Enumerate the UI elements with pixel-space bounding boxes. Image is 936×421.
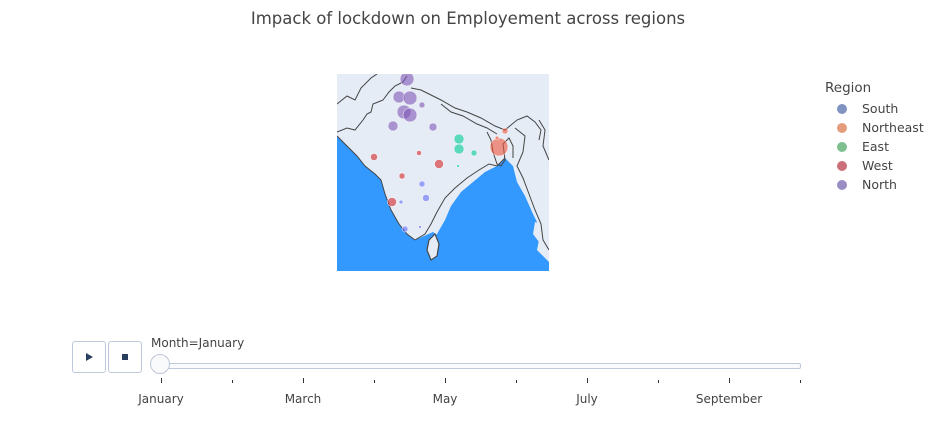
legend-item-northeast[interactable]: Northeast [837, 118, 924, 137]
play-button[interactable] [72, 341, 106, 373]
bubble-northeast[interactable] [494, 135, 500, 141]
legend-marker-north [837, 179, 847, 190]
bubble-east[interactable] [456, 164, 460, 168]
slider-current-value: Month=January [151, 336, 244, 350]
bubble-south[interactable] [401, 225, 409, 233]
slider-rail[interactable] [151, 363, 801, 369]
legend-label-south: South [862, 101, 899, 116]
bubble-south[interactable] [418, 225, 422, 229]
border-pakistan [337, 74, 378, 105]
slider-tick-label[interactable]: March [284, 392, 322, 406]
legend-marker-east [837, 141, 847, 152]
bubble-east[interactable] [470, 149, 478, 157]
slider-major-tick [303, 378, 304, 383]
legend-marker-west [837, 160, 847, 171]
slider-minor-tick [658, 380, 659, 383]
bubble-west[interactable] [434, 159, 444, 169]
legend-title: Region [825, 80, 872, 96]
legend-label-north: North [862, 177, 897, 192]
slider-tick-label[interactable]: July [576, 392, 598, 406]
legend-marker-south [837, 103, 847, 114]
legend-item-west[interactable]: West [837, 156, 924, 175]
chart-title: Impack of lockdown on Employement across… [250, 9, 686, 28]
bubble-layer[interactable] [370, 74, 509, 233]
stop-icon [122, 354, 128, 360]
bubble-south[interactable] [398, 199, 404, 205]
bubble-northeast[interactable] [489, 137, 509, 157]
play-icon [86, 353, 93, 361]
slider-tick-label[interactable]: May [432, 392, 458, 406]
bubble-south[interactable] [422, 194, 430, 202]
map-canvas[interactable] [337, 74, 549, 271]
border-myanmar [514, 127, 549, 251]
legend-item-east[interactable]: East [837, 137, 924, 156]
slider-prefix: Month= [151, 336, 199, 350]
legend-label-west: West [862, 158, 893, 173]
slider-current-month: January [198, 336, 245, 350]
legend-item-south[interactable]: South [837, 99, 924, 118]
stop-button[interactable] [108, 341, 142, 373]
slider-handle[interactable] [150, 354, 170, 374]
bubble-east[interactable] [453, 143, 465, 155]
slider-major-tick [587, 378, 588, 383]
slider-minor-tick [516, 380, 517, 383]
bubble-north[interactable] [387, 120, 399, 132]
coast-west [337, 135, 416, 241]
legend-label-northeast: Northeast [862, 120, 924, 135]
border-north [410, 87, 542, 141]
bubble-west[interactable] [387, 197, 397, 207]
legend-item-north[interactable]: North [837, 175, 924, 194]
slider-tick-label[interactable]: September [695, 392, 763, 406]
border-west [337, 75, 408, 133]
coast-east [414, 157, 506, 241]
border-nepal [440, 103, 498, 135]
coast-srilanka [426, 233, 440, 261]
map[interactable] [337, 74, 549, 271]
bubble-west[interactable] [416, 150, 422, 156]
slider-minor-tick [232, 380, 233, 383]
slider-tick-label[interactable]: January [138, 392, 184, 406]
bubble-north[interactable] [402, 90, 418, 106]
slider-major-tick [161, 378, 162, 383]
legend-marker-northeast [837, 122, 847, 133]
bubble-west[interactable] [398, 172, 406, 180]
slider-major-tick [445, 378, 446, 383]
slider-major-tick [729, 378, 730, 383]
legend-label-east: East [862, 139, 889, 154]
andaman-land [533, 222, 545, 242]
bubble-east[interactable] [453, 133, 465, 145]
slider-minor-tick [800, 380, 801, 383]
bubble-north[interactable] [418, 101, 426, 109]
bubble-north[interactable] [399, 74, 415, 87]
bubble-north[interactable] [402, 107, 418, 123]
bubble-west[interactable] [370, 153, 378, 161]
legend: Region South Northeast East West North [825, 80, 924, 194]
slider-minor-tick [374, 380, 375, 383]
bubble-south[interactable] [418, 180, 426, 188]
arabian-sea [337, 136, 429, 271]
bay-of-bengal [429, 158, 549, 271]
bubble-north[interactable] [428, 122, 438, 132]
border-east [538, 119, 549, 161]
bubble-northeast[interactable] [501, 127, 509, 135]
